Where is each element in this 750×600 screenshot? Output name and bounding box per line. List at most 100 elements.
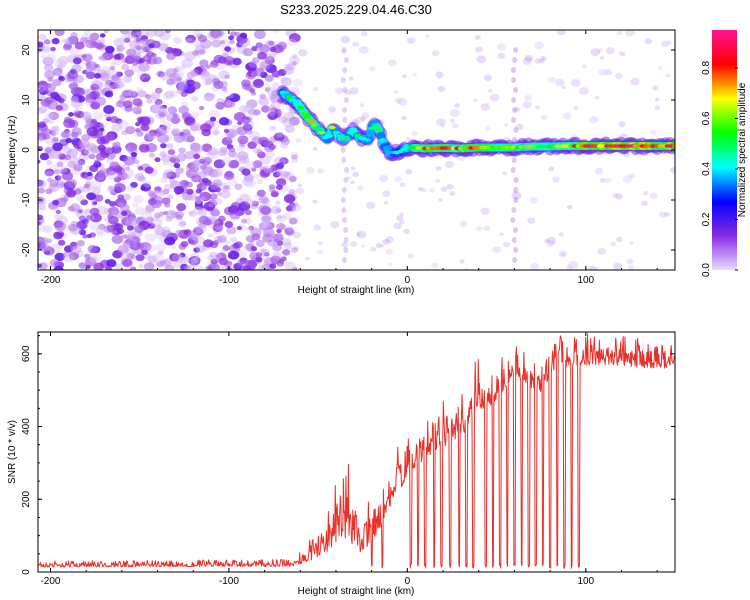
noise-blob — [144, 209, 152, 215]
noise-blob — [349, 241, 358, 247]
noise-blob — [161, 104, 168, 110]
noise-blob — [476, 55, 487, 64]
noise-blob — [38, 263, 43, 268]
x-tick-label: -100 — [219, 275, 239, 286]
noise-blob — [540, 55, 547, 61]
y-tick-label: 20 — [21, 44, 32, 56]
noise-blob — [73, 163, 83, 172]
noise-blob — [38, 107, 46, 115]
streak-blob — [343, 227, 349, 233]
noise-blob — [146, 51, 155, 58]
noise-blob — [346, 176, 352, 180]
noise-blob — [38, 84, 47, 94]
noise-blob — [283, 241, 293, 250]
noise-blob — [224, 239, 231, 246]
noise-blob — [272, 251, 282, 259]
noise-blob — [105, 45, 115, 54]
noise-blob — [125, 216, 137, 227]
noise-blob — [62, 38, 68, 43]
noise-blob — [144, 166, 154, 174]
noise-blob — [449, 118, 456, 124]
noise-blob — [44, 112, 54, 120]
noise-blob — [261, 215, 271, 223]
noise-blob — [38, 41, 44, 48]
noise-blob — [207, 255, 214, 261]
noise-blob — [277, 115, 288, 124]
streak-blob — [340, 197, 346, 203]
noise-blob — [626, 258, 634, 265]
noise-blob — [224, 46, 232, 52]
noise-blob — [133, 44, 146, 55]
noise-blob — [165, 215, 173, 222]
noise-blob — [198, 215, 210, 224]
noise-blob — [283, 158, 290, 164]
noise-blob — [54, 175, 62, 181]
noise-blob — [192, 159, 201, 167]
noise-blob — [69, 46, 80, 55]
colorbar-ticks: 0.0 0.2 0.4 0.6 0.8 — [701, 61, 738, 277]
noise-blob — [247, 259, 257, 268]
noise-blob — [186, 37, 193, 44]
noise-blob — [38, 214, 44, 221]
noise-blob — [99, 53, 109, 62]
noise-blob — [80, 199, 89, 206]
noise-blob — [60, 168, 67, 175]
noise-blob — [39, 206, 46, 212]
noise-blob — [161, 226, 171, 234]
streak-blob — [513, 187, 519, 193]
ridge-core — [364, 138, 372, 142]
noise-blob — [93, 111, 104, 121]
noise-blob — [411, 130, 418, 136]
noise-blob — [154, 213, 161, 219]
noise-blob — [169, 90, 179, 98]
noise-blob — [161, 229, 172, 238]
noise-blob — [44, 146, 54, 154]
noise-blob — [599, 56, 605, 60]
streak-blob — [511, 117, 517, 123]
noise-blob — [54, 252, 65, 262]
noise-blob — [212, 168, 224, 177]
noise-blob — [167, 194, 174, 200]
noise-blob — [203, 80, 210, 86]
colorbar-tick-label: 0.6 — [701, 111, 712, 125]
noise-blob — [128, 40, 140, 49]
noise-blob — [62, 252, 69, 257]
noise-blob — [50, 132, 57, 137]
noise-blob — [194, 203, 204, 211]
noise-blob — [259, 60, 271, 70]
noise-blob — [106, 158, 114, 164]
noise-blob — [207, 147, 219, 156]
noise-blob — [246, 99, 258, 109]
noise-blob — [234, 183, 243, 190]
noise-blob — [257, 51, 267, 60]
noise-blob — [54, 213, 64, 222]
noise-blob — [91, 186, 102, 195]
noise-blob — [224, 220, 234, 228]
noise-blob — [173, 162, 181, 169]
noise-blob — [123, 90, 132, 97]
noise-blob — [267, 111, 278, 121]
noise-blob — [199, 71, 212, 81]
noise-blob — [375, 242, 383, 248]
noise-blob — [189, 262, 196, 268]
noise-blob — [265, 151, 275, 159]
noise-blob — [204, 78, 213, 85]
noise-blob — [401, 115, 407, 121]
noise-blob — [126, 145, 138, 155]
noise-blob — [435, 71, 444, 79]
noise-blob — [53, 169, 61, 175]
noise-blob — [200, 196, 206, 201]
noise-blob — [340, 35, 350, 44]
noise-blob — [42, 56, 54, 66]
noise-blob — [220, 248, 226, 254]
noise-blob — [52, 142, 63, 152]
noise-blob — [614, 72, 623, 80]
streak-blob — [341, 127, 347, 133]
noise-blob — [240, 143, 246, 148]
noise-blob — [267, 40, 275, 46]
noise-blob — [382, 238, 390, 245]
noise-blob — [123, 156, 136, 166]
noise-blob — [650, 129, 657, 135]
noise-blob — [255, 256, 263, 263]
noise-blob — [158, 125, 170, 135]
